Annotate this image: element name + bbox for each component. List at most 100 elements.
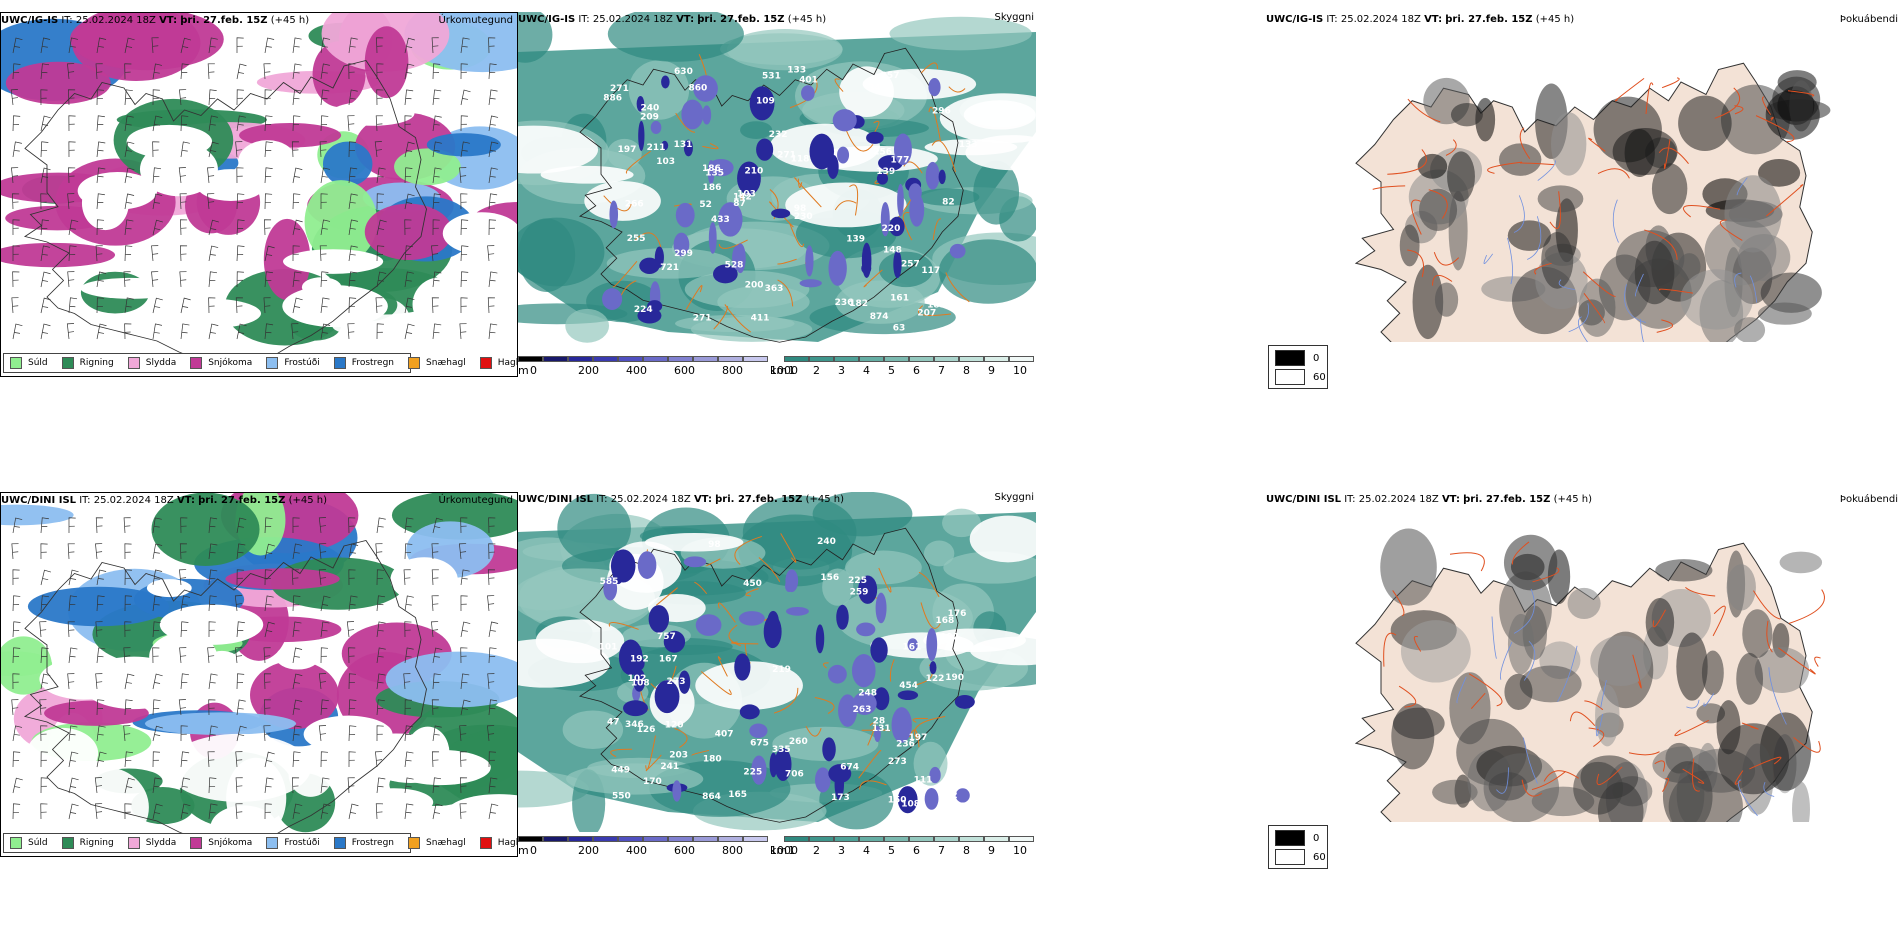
cloudbase-label: 133 bbox=[959, 140, 978, 150]
init-time: 25.02.2024 18Z bbox=[592, 14, 673, 25]
cloudbase-visibility-panel: 721 236 230 266 860 630 411 210 299 118 109 207 34 13… bbox=[518, 12, 1036, 392]
model-name: UWC/DINI ISL bbox=[518, 494, 594, 505]
legend-label: Frostregn bbox=[351, 838, 395, 848]
cloudbase-label: 103 bbox=[737, 190, 756, 200]
colorbar-segment bbox=[668, 836, 693, 842]
colorbar-segment bbox=[643, 836, 668, 842]
vt-label: VT: bbox=[676, 14, 695, 25]
fog-legend-label: 60 bbox=[1313, 851, 1326, 863]
cloudbase-label: 411 bbox=[751, 313, 770, 323]
legend-item-rigning: Rigning bbox=[61, 837, 114, 849]
cloudbase-label: 219 bbox=[772, 665, 791, 675]
cloudbase-label: 240 bbox=[817, 537, 836, 547]
fog-legend-item: 60 bbox=[1275, 369, 1326, 385]
init-time: 25.02.2024 18Z bbox=[93, 495, 174, 506]
colorbar-tick: 4 bbox=[863, 844, 870, 857]
cloudbase-label: 82 bbox=[942, 197, 955, 207]
cloudbase-label: 282 bbox=[939, 791, 958, 801]
fog-map bbox=[1354, 62, 1831, 342]
cloudbase-value-labels: 449 236 407 450 757 454 346 864 203 675 706 273 131 1… bbox=[599, 537, 967, 810]
cloudbase-label: 167 bbox=[659, 655, 678, 665]
panel-header: UWC/DINI ISL IT: 25.02.2024 18Z VT: þri.… bbox=[518, 494, 844, 505]
cloudbase-label: 211 bbox=[647, 143, 666, 153]
cloudbase-label: 47 bbox=[607, 718, 620, 728]
cloudbase-label: 182 bbox=[849, 299, 868, 309]
cloudbase-label: 131 bbox=[674, 140, 693, 150]
cloudbase-label: 203 bbox=[669, 750, 688, 760]
cloudbase-label: 192 bbox=[630, 655, 649, 665]
cloudbase-label: 139 bbox=[846, 235, 865, 245]
road-network bbox=[1372, 77, 1815, 333]
cloudbase-label: 165 bbox=[728, 790, 747, 800]
cloudbase-label: 181 bbox=[927, 301, 946, 311]
colorbar-segment bbox=[543, 356, 568, 362]
cloudbase-label: 757 bbox=[657, 632, 676, 642]
vt-label: VT: bbox=[1441, 494, 1460, 505]
legend-swatch bbox=[127, 837, 140, 849]
legend-swatch bbox=[61, 837, 74, 849]
valid-time: þri. 27.feb. 15Z bbox=[1463, 494, 1551, 505]
colorbar-segment bbox=[834, 836, 859, 842]
legend-item-haglél: Haglél bbox=[479, 837, 517, 849]
fog-indicator-panel: UWC/IG-IS IT: 25.02.2024 18Z VT: þri. 27… bbox=[1266, 12, 1900, 342]
colorbar-tick: 4 bbox=[863, 364, 870, 377]
colorbar-segment bbox=[718, 356, 743, 362]
cloudbase-colorbar: m 0 200 400 600 800 1000 bbox=[518, 836, 798, 862]
colorbar-unit: m bbox=[518, 364, 529, 377]
colorbar-tick: 9 bbox=[988, 364, 995, 377]
panel-header: UWC/DINI ISL IT: 25.02.2024 18Z VT: þri.… bbox=[1, 495, 327, 506]
colorbar-tick: 8 bbox=[963, 364, 970, 377]
colorbar-segment bbox=[984, 356, 1009, 362]
colorbar-tick: 6 bbox=[913, 364, 920, 377]
cloudbase-label: 363 bbox=[765, 284, 784, 294]
cloudbase-label: 407 bbox=[715, 729, 734, 739]
colorbar-tick: 800 bbox=[722, 364, 743, 377]
colorbar-tick: 5 bbox=[888, 844, 895, 857]
colorbar-tick: 1 bbox=[788, 844, 795, 857]
colorbar-segment bbox=[743, 836, 768, 842]
road-network bbox=[1383, 541, 1825, 797]
cloudbase-label: 190 bbox=[945, 673, 964, 683]
cloudbase-label: 450 bbox=[743, 579, 762, 589]
cloudbase-label: 200 bbox=[745, 280, 764, 290]
cloudbase-label: 585 bbox=[600, 577, 619, 587]
fog-legend-label: 60 bbox=[1313, 371, 1326, 383]
colorbar-segment bbox=[884, 836, 909, 842]
legend-label: Snæhagl bbox=[426, 838, 466, 848]
valid-time: þri. 27.feb. 15Z bbox=[697, 14, 785, 25]
fog-legend-label: 0 bbox=[1313, 352, 1320, 364]
cloudbase-label: 142 bbox=[733, 193, 752, 203]
cloudbase-label: 860 bbox=[688, 83, 707, 93]
legend-label: Súld bbox=[28, 838, 48, 848]
valid-time: þri. 27.feb. 15Z bbox=[198, 495, 286, 506]
legend-swatch bbox=[61, 357, 74, 369]
model-name: UWC/IG-IS bbox=[1266, 14, 1324, 25]
colorbar-segment bbox=[718, 836, 743, 842]
wind-barbs bbox=[10, 37, 499, 340]
cloudbase-label: 168 bbox=[936, 616, 955, 626]
vt-label: VT: bbox=[176, 495, 195, 506]
it-label: IT: bbox=[1326, 14, 1338, 25]
cloudbase-label: 259 bbox=[850, 587, 869, 597]
cloudbase-label: 210 bbox=[745, 166, 764, 176]
cloudbase-label: 89 bbox=[955, 770, 968, 780]
fog-legend-swatch bbox=[1275, 830, 1305, 846]
legend-swatch bbox=[190, 837, 203, 849]
legend-label: Haglél bbox=[497, 358, 518, 368]
colorbar-tick: 10 bbox=[1013, 364, 1027, 377]
cloudbase-label: 236 bbox=[835, 298, 854, 308]
colorbar-segment bbox=[909, 836, 934, 842]
fog-legend: 0 60 bbox=[1268, 345, 1328, 389]
cloudbase-label: 248 bbox=[858, 689, 877, 699]
panel-title: Skyggni bbox=[994, 12, 1034, 23]
colorbar-segment bbox=[784, 836, 809, 842]
cloudbase-label: 674 bbox=[840, 762, 859, 772]
cloudbase-label: 176 bbox=[948, 609, 967, 619]
cloudbase-label: 177 bbox=[891, 156, 910, 166]
lead-time: (+45 h) bbox=[805, 494, 845, 505]
colorbar-segment bbox=[518, 836, 543, 842]
cloudbase-label: 122 bbox=[926, 674, 945, 684]
colorbar-tick: 2 bbox=[813, 844, 820, 857]
legend-swatch bbox=[127, 357, 140, 369]
cloudbase-label: 197 bbox=[618, 145, 637, 155]
